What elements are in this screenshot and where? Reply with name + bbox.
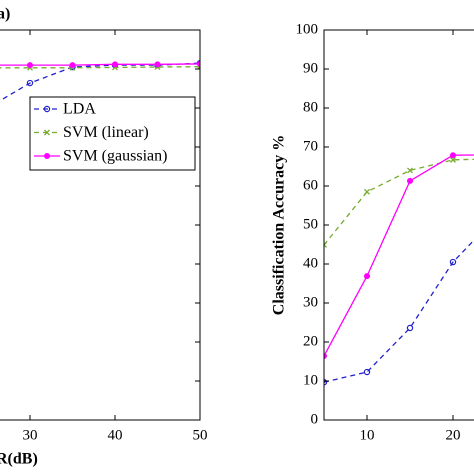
y-tick-label: 70 <box>303 138 318 154</box>
series-line <box>324 239 474 383</box>
marker <box>450 156 456 163</box>
x-tick-label: 10 <box>360 427 375 443</box>
legend-label: SVM (gaussian) <box>63 148 167 165</box>
plot-area <box>0 59 200 102</box>
marker <box>363 368 371 376</box>
y-tick-label: 20 <box>303 333 318 349</box>
x-axis-label: R(dB) <box>0 451 38 468</box>
legend-label: SVM (linear) <box>63 124 149 141</box>
x-tick-label: 40 <box>108 427 123 443</box>
y-tick-label: 40 <box>303 255 318 271</box>
legend-marker <box>44 153 50 159</box>
legend-label: LDA <box>63 101 96 118</box>
y-axis-label: Classification Accuracy % <box>271 135 288 315</box>
marker <box>27 62 33 69</box>
marker <box>112 61 118 68</box>
series-line <box>0 63 200 66</box>
marker <box>364 273 370 280</box>
marker <box>324 353 327 360</box>
marker <box>407 177 413 184</box>
marker <box>324 241 327 248</box>
axes-box <box>0 29 201 421</box>
marker <box>154 61 161 68</box>
marker <box>324 378 328 386</box>
y-tick-label: 0 <box>311 411 319 427</box>
marker <box>197 60 200 67</box>
x-tick-label: 20 <box>446 427 461 443</box>
y-tick-label: 90 <box>303 60 318 76</box>
y-tick-label: 30 <box>303 294 318 310</box>
marker <box>449 258 457 266</box>
legend-box <box>29 96 196 171</box>
x-tick-label: 30 <box>23 427 38 443</box>
legend-marker <box>44 129 50 136</box>
y-tick-label: 10 <box>303 372 318 388</box>
marker <box>69 62 76 69</box>
y-tick-label: 60 <box>303 177 318 193</box>
axes-box <box>323 29 474 421</box>
series-line <box>324 154 474 357</box>
plot-area <box>324 152 474 386</box>
marker <box>364 188 370 195</box>
marker <box>406 324 414 332</box>
legend-marker <box>43 105 51 113</box>
y-tick-label: 80 <box>303 99 318 115</box>
x-tick-label: 50 <box>193 427 208 443</box>
marker <box>26 79 34 87</box>
series-line <box>324 158 474 246</box>
marker <box>407 167 413 174</box>
marker <box>450 152 456 159</box>
y-tick-label: 50 <box>303 216 318 232</box>
y-tick-label: 100 <box>296 21 319 37</box>
chart-title: a) <box>0 6 10 23</box>
